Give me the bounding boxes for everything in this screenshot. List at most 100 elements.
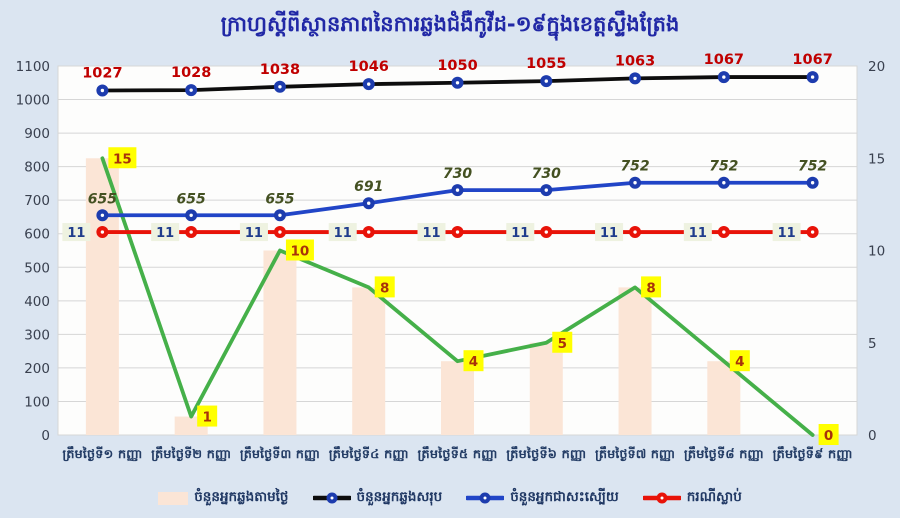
data-label-total: 1067: [792, 52, 832, 68]
data-label-daily: 5: [558, 336, 567, 352]
data-label-death-bg: [595, 223, 624, 242]
data-label-total: 1050: [437, 58, 477, 74]
left-axis-tick: 700: [24, 193, 50, 209]
data-label-death: 11: [156, 226, 174, 241]
left-axis-tick: 800: [24, 160, 50, 176]
left-axis-tick: 1100: [16, 59, 50, 75]
left-axis-tick: 600: [24, 227, 50, 243]
series-marker-dot: [544, 230, 548, 234]
data-label-death: 11: [511, 226, 529, 241]
data-label-death-bg: [62, 223, 91, 242]
data-label-death: 11: [600, 226, 618, 241]
data-label-daily: 15: [113, 151, 132, 167]
series-marker-dot: [810, 181, 815, 185]
bar: [263, 250, 297, 435]
bar: [618, 287, 652, 435]
data-label-recovered: 655: [88, 191, 117, 207]
data-label-daily-bg: [463, 350, 484, 372]
x-axis-label: ត្រឹមថ្ងៃទី៣ កញ្ញា: [240, 446, 320, 462]
x-axis-label: ត្រឹមថ្ងៃទី៧ កញ្ញា: [595, 446, 675, 462]
legend-label: ចំនួនអ្នកជាសះស្បើយ: [510, 489, 619, 505]
legend-item: ចំនួនអ្នកឆ្លងតាមថ្ងៃ: [158, 488, 289, 508]
data-label-daily: 4: [469, 354, 478, 370]
series-marker-dot: [455, 188, 460, 192]
x-axis-label: ត្រឹមថ្ងៃទី៤ កញ្ញា: [329, 446, 409, 462]
data-label-daily: 8: [380, 280, 389, 296]
right-axis-tick: 10: [868, 244, 885, 260]
data-label-death-bg: [328, 223, 357, 242]
data-label-daily-bg: [818, 424, 839, 445]
x-axis-label: ត្រឹមថ្ងៃទី៦ កញ្ញា: [506, 446, 586, 462]
data-label-recovered: 752: [709, 159, 738, 175]
data-label-recovered: 752: [798, 159, 827, 175]
data-label-death-bg: [417, 223, 446, 242]
x-axis-label: ត្រឹមថ្ងៃទី៩ កញ្ញា: [773, 446, 853, 462]
series-marker-dot: [278, 230, 282, 234]
data-label-daily: 10: [291, 244, 310, 260]
series-marker-dot: [722, 230, 726, 234]
data-label-total: 1055: [526, 56, 566, 72]
x-axis-label: ត្រឹមថ្ងៃទី៥ កញ្ញា: [418, 446, 498, 462]
data-label-recovered: 752: [620, 159, 649, 175]
series-marker-dot: [544, 79, 548, 83]
legend-label: ចំនួនអ្នកឆ្លងសរុប: [356, 489, 443, 505]
series-marker-dot: [810, 230, 815, 234]
data-label-daily: 0: [824, 428, 833, 444]
data-label-daily-bg: [285, 239, 314, 261]
series-marker-dot: [189, 88, 193, 92]
legend-item: ចំនួនអ្នកជាសះស្បើយ: [466, 488, 619, 508]
data-label-death: 11: [245, 226, 263, 241]
data-label-daily-bg: [197, 405, 218, 427]
data-label-daily-bg: [641, 276, 662, 298]
right-axis-tick: 15: [868, 151, 885, 167]
data-label-recovered: 655: [265, 191, 294, 207]
page-title: ក្រាហ្វស្តីពីស្ថានភាពនៃការឆ្លងជំងឺកូវីដ-…: [220, 11, 680, 36]
left-axis-tick: 400: [24, 294, 50, 310]
series-marker-dot: [455, 81, 460, 85]
bar: [85, 158, 119, 435]
series-marker-dot: [100, 230, 105, 234]
legend: ចំនួនអ្នកឆ្លងតាមថ្ងៃ ចំនួនអ្នកឆ្លងសរុប ចំន…: [0, 482, 900, 514]
legend-line-swatch: [466, 492, 505, 504]
data-label-total: 1028: [171, 65, 211, 81]
bar: [707, 361, 741, 435]
bar: [529, 342, 563, 435]
right-axis-tick: 0: [868, 428, 877, 444]
series-marker-dot: [189, 213, 193, 217]
data-label-daily-bg: [552, 331, 573, 353]
series-marker-dot: [278, 85, 282, 89]
series-marker-dot: [544, 188, 548, 192]
legend-item: ករណីស្លាប់: [642, 488, 742, 508]
left-axis-tick: 100: [24, 394, 50, 410]
data-label-daily-bg: [729, 350, 750, 372]
series-marker-dot: [633, 76, 637, 81]
left-axis-tick: 500: [24, 260, 50, 276]
bar: [352, 287, 386, 435]
data-label-total: 1046: [349, 59, 389, 75]
series-marker-dot: [722, 75, 726, 79]
data-label-daily: 8: [646, 280, 655, 296]
left-axis-tick: 1000: [16, 93, 50, 109]
data-label-death-bg: [683, 223, 712, 242]
series-marker-dot: [367, 201, 371, 205]
series-marker-dot: [189, 230, 193, 234]
data-label-death-bg: [772, 223, 801, 242]
data-label-recovered: 691: [354, 179, 383, 195]
x-axis-label: ត្រឹមថ្ងៃទី៨ កញ្ញា: [684, 446, 764, 462]
x-axis-label: ត្រឹមថ្ងៃទី១ កញ្ញា: [62, 446, 142, 462]
data-label-death: 11: [689, 226, 707, 241]
data-label-total: 1027: [82, 65, 122, 81]
data-label-total: 1063: [615, 53, 655, 69]
data-label-death: 11: [334, 226, 352, 241]
data-label-death-bg: [506, 223, 535, 242]
legend-label: ចំនួនអ្នកឆ្លងតាមថ្ងៃ: [194, 489, 289, 505]
left-axis-tick: 900: [24, 126, 50, 142]
legend-label: ករណីស្លាប់: [686, 489, 742, 505]
series-marker-dot: [278, 213, 282, 217]
legend-item: ចំនួនអ្នកឆ្លងសរុប: [312, 488, 443, 508]
data-label-death: 11: [422, 226, 440, 241]
data-label-daily: 1: [202, 410, 211, 426]
data-label-recovered: 730: [443, 166, 472, 182]
data-label-daily-bg: [374, 276, 395, 298]
